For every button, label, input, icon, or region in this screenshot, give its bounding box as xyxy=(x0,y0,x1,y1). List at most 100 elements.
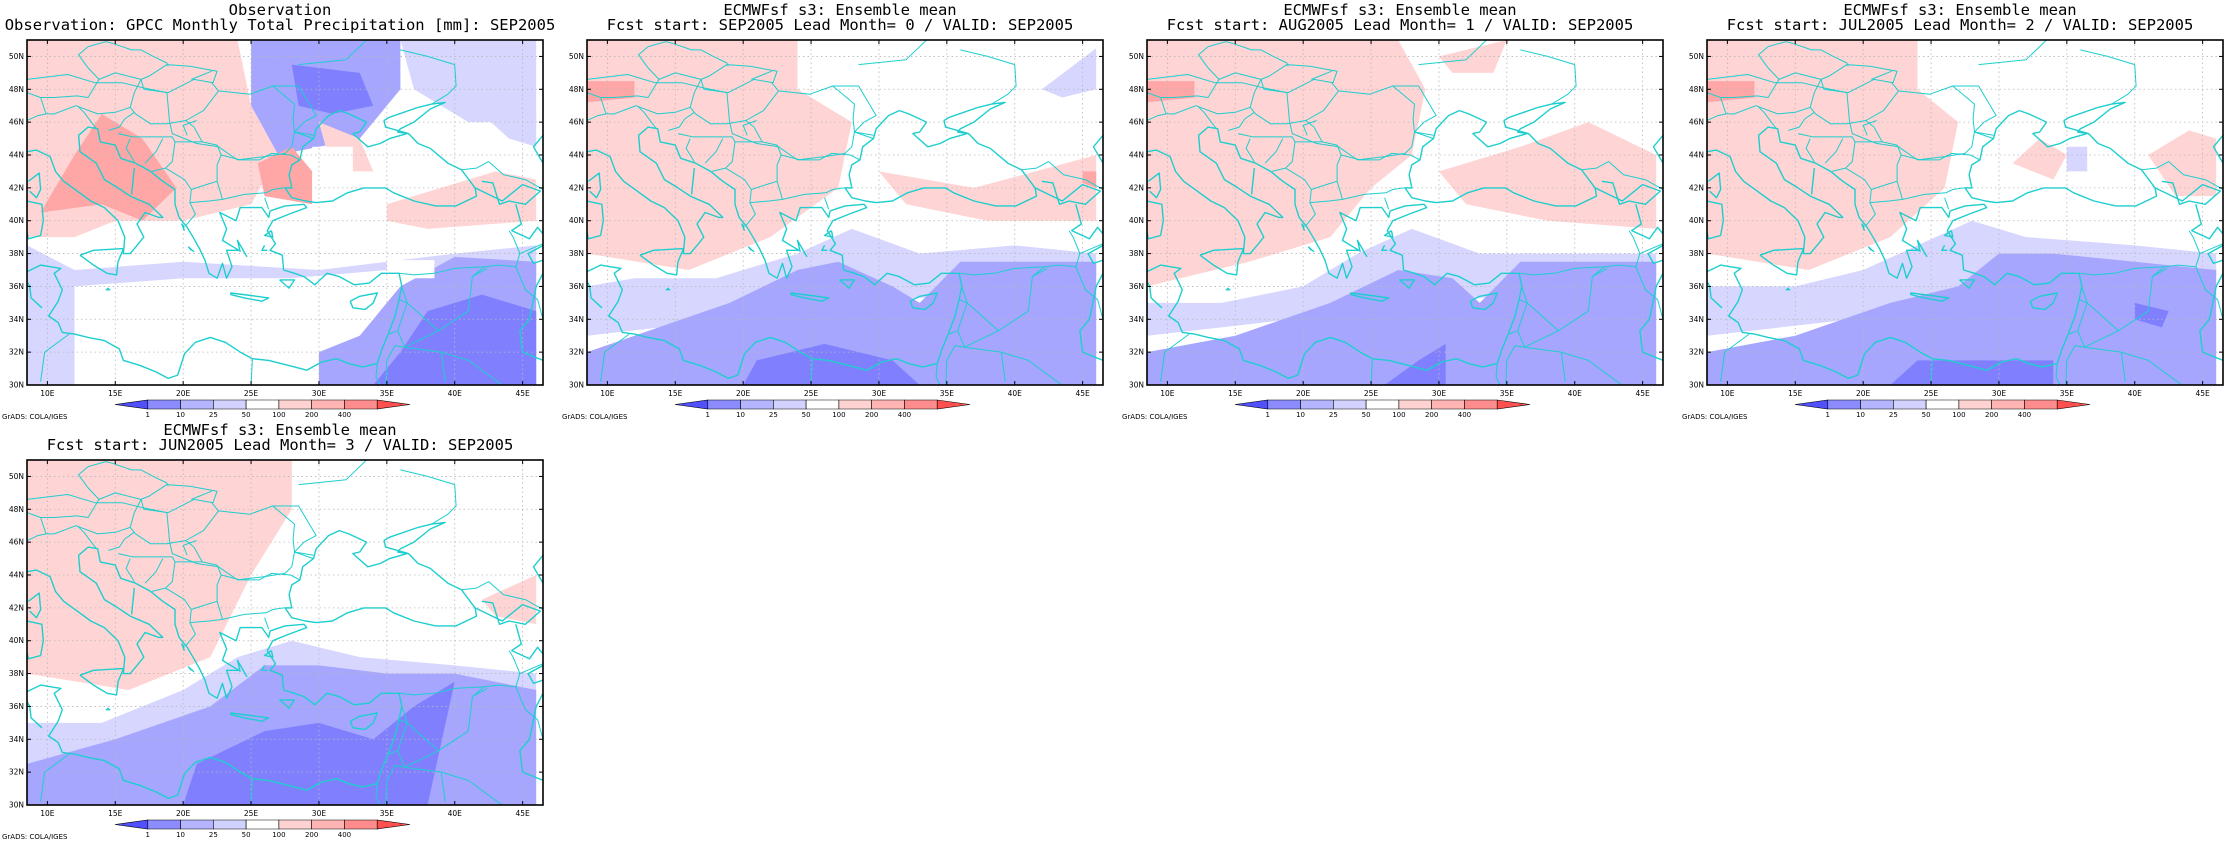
country-border xyxy=(1075,266,1103,320)
country-border xyxy=(472,267,488,278)
colorbar-swatch xyxy=(180,819,214,830)
colorbar: 1 10 25 50 100 200 400 xyxy=(114,399,411,419)
lon-tick-label: 40E xyxy=(1008,389,1023,398)
lon-tick-label: 30E xyxy=(1992,389,2007,398)
river xyxy=(587,74,874,161)
coastline xyxy=(1785,287,1791,291)
country-border xyxy=(406,686,485,752)
coastline xyxy=(527,664,543,685)
country-border xyxy=(1160,333,1190,382)
colorbar-swatch xyxy=(1496,399,1531,410)
coastline xyxy=(527,244,543,265)
lon-tick-label: 15E xyxy=(668,389,683,398)
country-border xyxy=(264,197,270,210)
country-border xyxy=(1561,351,1623,385)
coastline xyxy=(823,230,834,238)
shading-pos-low xyxy=(1147,40,1426,287)
lon-tick-label: 35E xyxy=(380,389,395,398)
colorbar-label: 100 xyxy=(272,831,285,839)
coastline xyxy=(587,126,963,380)
country-border xyxy=(515,266,543,320)
map-content xyxy=(1147,40,1663,385)
river xyxy=(144,138,164,164)
lat-tick-label: 36N xyxy=(1689,282,1704,291)
country-border xyxy=(250,358,253,385)
country-border xyxy=(2141,161,2223,190)
coastline xyxy=(187,246,195,253)
country-border xyxy=(375,783,381,805)
country-border xyxy=(1305,189,1316,226)
panel-title: ECMWFsf s3: Ensemble mean xyxy=(1843,1,2077,19)
coastline xyxy=(665,287,671,291)
river xyxy=(742,120,757,136)
colorbar-swatch xyxy=(1431,399,1465,410)
coastline xyxy=(1383,230,1394,238)
coastline xyxy=(511,624,543,660)
coastline xyxy=(105,707,111,711)
colorbar-label: 50 xyxy=(242,831,251,839)
lon-tick-label: 40E xyxy=(448,389,463,398)
river xyxy=(27,494,314,581)
country-border xyxy=(685,138,695,162)
map-content xyxy=(27,40,543,385)
colorbar-swatch xyxy=(147,819,181,830)
map-plot: 10E 15E 20E 25E 30E 35E 40E 45E 30N 32N 34N 36N 38N 4… xyxy=(1129,39,1664,419)
lat-tick-label: 32N xyxy=(569,348,584,357)
lon-tick-label: 20E xyxy=(1856,389,1871,398)
shading-neg-high xyxy=(743,343,920,385)
colorbar-label: 400 xyxy=(338,411,351,419)
coastline xyxy=(474,180,541,206)
map-plot: 10E 15E 20E 25E 30E 35E 40E 45E 30N 32N 34N 36N 38N 4… xyxy=(9,459,544,839)
lon-tick-label: 15E xyxy=(1788,389,1803,398)
lat-tick-label: 30N xyxy=(9,381,24,390)
country-border xyxy=(472,687,488,698)
lat-tick-label: 46N xyxy=(9,118,24,127)
country-border xyxy=(117,133,176,172)
colorbar-label: 200 xyxy=(865,411,878,419)
country-border xyxy=(185,540,203,563)
colorbar-swatch xyxy=(936,399,971,410)
coastline xyxy=(2154,180,2221,206)
coastline xyxy=(690,168,695,195)
missing-data-area xyxy=(386,260,435,279)
coastline xyxy=(909,292,938,311)
coastline xyxy=(639,247,685,276)
lon-tick-label: 20E xyxy=(176,809,191,818)
country-border xyxy=(1384,197,1390,210)
colorbar-label: 400 xyxy=(338,831,351,839)
country-border xyxy=(1495,363,1501,385)
map-content xyxy=(587,40,1103,385)
country-border xyxy=(1809,82,1899,125)
coastline xyxy=(1916,239,1928,258)
coastline xyxy=(261,245,268,252)
country-border xyxy=(636,105,657,129)
coastline xyxy=(1943,230,1954,238)
lat-tick-label: 42N xyxy=(569,183,584,192)
shading-pos-low xyxy=(2012,138,2067,180)
coastline xyxy=(1349,292,1390,302)
plot-frame xyxy=(26,39,544,386)
country-border xyxy=(1707,113,1727,121)
country-border xyxy=(2055,363,2061,385)
colorbar-label: 100 xyxy=(1392,411,1405,419)
coastline xyxy=(519,272,543,362)
colorbar-label: 200 xyxy=(305,831,318,839)
river xyxy=(1862,120,1877,136)
lat-tick-label: 38N xyxy=(1689,249,1704,258)
country-border xyxy=(1260,64,1338,94)
country-border xyxy=(959,230,1081,276)
lat-tick-label: 40N xyxy=(9,216,24,225)
lat-tick-label: 32N xyxy=(1689,348,1704,357)
country-border xyxy=(519,663,543,675)
country-border xyxy=(1032,267,1048,278)
coastline xyxy=(1639,272,1663,362)
colorbar-label: 100 xyxy=(832,411,845,419)
coastline xyxy=(263,230,274,238)
country-border xyxy=(966,266,1045,332)
shading-pos-low xyxy=(27,460,292,690)
lat-tick-label: 36N xyxy=(9,702,24,711)
shading-neg-low xyxy=(27,245,537,303)
coastline xyxy=(587,200,604,240)
coastline xyxy=(1199,247,1245,276)
country-border xyxy=(810,358,813,385)
